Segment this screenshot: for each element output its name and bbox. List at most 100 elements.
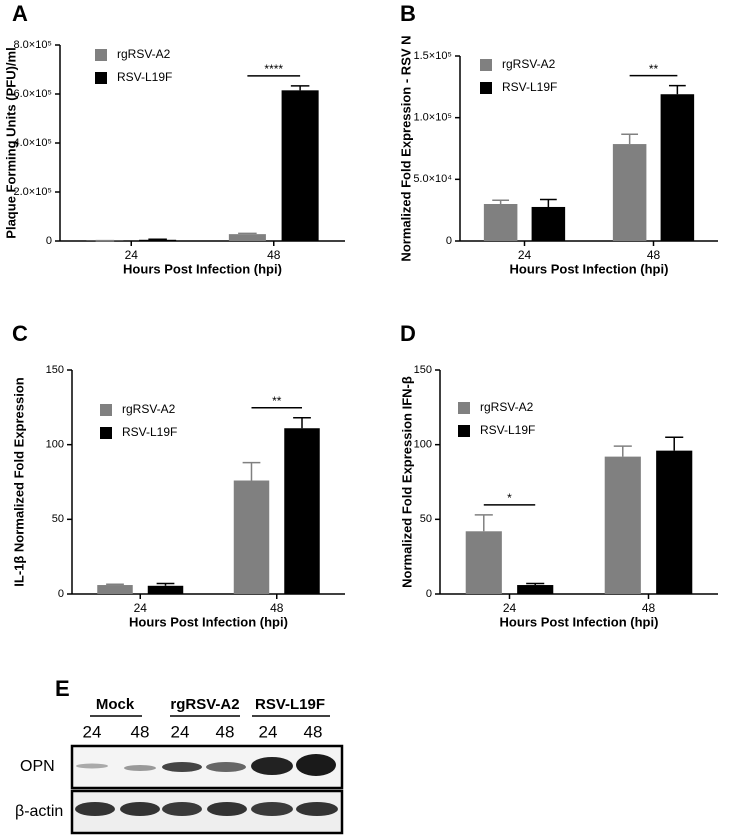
legend-swatch [100,404,112,416]
y-tick-label: 5.0×10⁴ [413,173,452,185]
significance-label: ** [649,62,659,76]
y-tick-label: 8.0×10⁵ [13,39,52,51]
x-tick-label: 24 [125,248,139,262]
y-tick-label: 1.5×10⁵ [413,50,452,62]
y-tick-label: 0 [58,588,64,600]
bar [139,239,177,241]
significance-label: * [507,491,512,505]
bar [147,585,184,594]
y-tick-label: 0 [446,235,452,247]
panel-label: B [400,1,416,26]
legend-label: rgRSV-A2 [480,400,534,414]
x-tick-label: 48 [267,248,281,262]
error-bar [613,445,632,457]
x-axis-label: Hours Post Infection (hpi) [510,261,669,276]
x-tick-label: 24 [503,601,517,615]
error-bar [668,84,686,95]
bar [660,94,695,241]
significance-label: **** [264,62,283,76]
x-tick-label: 24 [518,248,532,262]
legend-label: RSV-L19F [502,80,557,94]
legend-label: rgRSV-A2 [122,402,176,416]
legend-swatch [100,427,112,439]
error-bar [492,199,510,204]
error-bar [242,461,261,481]
row-label: β-actin [15,803,63,820]
legend-label: RSV-L19F [122,425,177,439]
bar [465,531,502,594]
x-tick-label: 24 [134,601,148,615]
error-bar [293,417,311,429]
bar [517,585,554,594]
y-axis-label: IL-1β Normalized Fold Expression [11,377,26,587]
bar [233,480,270,594]
error-bar [665,436,684,451]
error-bar [539,198,557,207]
panel-label: A [12,1,28,26]
x-axis-label: Hours Post Infection (hpi) [129,614,288,629]
y-tick-label: 6.0×10⁵ [13,88,52,100]
bar [483,204,518,241]
bar [604,456,641,594]
legend-swatch [458,425,470,437]
error-bar [156,582,175,586]
group-label: RSV-L19F [255,696,325,713]
y-tick-label: 150 [414,364,432,376]
legend-swatch [95,72,107,84]
group-label: Mock [96,696,135,713]
group-label: rgRSV-A2 [170,696,239,713]
legend-label: rgRSV-A2 [502,57,556,71]
lane-label: 48 [304,722,323,741]
lane-label: 48 [131,722,150,741]
y-tick-label: 1.0×10⁵ [413,112,452,124]
y-axis-label: Normalized Fold Expression - RSV N [398,35,413,261]
x-tick-label: 48 [642,601,656,615]
blot-box [70,789,344,835]
y-tick-label: 0 [426,588,432,600]
bar [284,428,320,594]
panel-label: C [12,321,28,346]
panel-label: E [55,676,70,701]
error-bar [238,232,257,235]
y-tick-label: 100 [46,439,64,451]
y-tick-label: 4.0×10⁵ [13,137,52,149]
bar [656,450,693,594]
row-label: OPN [20,758,55,775]
legend-swatch [480,82,492,94]
y-tick-label: 0 [46,235,52,247]
bar [281,90,319,241]
y-tick-label: 50 [52,513,64,525]
significance-label: ** [272,394,282,408]
bar [228,234,266,241]
y-tick-label: 2.0×10⁵ [13,186,52,198]
x-tick-label: 48 [270,601,284,615]
y-tick-label: 100 [414,439,432,451]
legend-label: RSV-L19F [480,423,535,437]
legend-swatch [458,402,470,414]
legend-swatch [480,59,492,71]
legend-label: rgRSV-A2 [117,47,171,61]
legend-swatch [95,49,107,61]
error-bar [290,85,310,91]
y-axis-label: Normalized Fold Expression IFN-β [399,376,414,588]
lane-label: 48 [216,722,235,741]
legend-label: RSV-L19F [117,70,172,84]
bar [531,206,566,241]
error-bar [106,583,124,586]
bar [97,585,133,594]
error-bar [474,514,493,532]
error-bar [621,133,639,145]
lane-label: 24 [83,722,102,741]
x-axis-label: Hours Post Infection (hpi) [500,614,659,629]
bar [612,144,647,241]
x-tick-label: 48 [647,248,661,262]
panel-label: D [400,321,416,346]
blot-bands [75,754,338,816]
x-axis-label: Hours Post Infection (hpi) [123,261,282,276]
y-tick-label: 150 [46,364,64,376]
y-tick-label: 50 [420,513,432,525]
y-axis-label: Plaque Forming Units (PFU)/ml [3,47,18,238]
error-bar [526,582,545,586]
lane-label: 24 [259,722,278,741]
